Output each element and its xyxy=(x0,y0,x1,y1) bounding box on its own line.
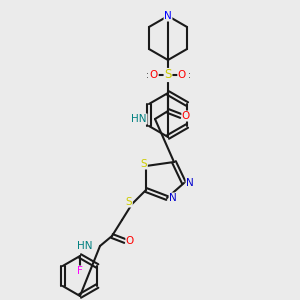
Text: :: : xyxy=(146,70,148,80)
Text: S: S xyxy=(141,159,147,169)
Text: N: N xyxy=(164,11,172,21)
Text: F: F xyxy=(77,266,83,276)
Text: :: : xyxy=(188,70,190,80)
Text: O: O xyxy=(150,70,158,80)
Text: O: O xyxy=(182,111,190,121)
Text: S: S xyxy=(164,68,172,82)
Text: N: N xyxy=(186,178,194,188)
Text: N: N xyxy=(169,193,177,203)
Text: O: O xyxy=(126,236,134,246)
Text: O: O xyxy=(178,70,186,80)
Text: HN: HN xyxy=(76,241,92,251)
Text: HN: HN xyxy=(131,114,147,124)
Text: S: S xyxy=(126,197,132,207)
